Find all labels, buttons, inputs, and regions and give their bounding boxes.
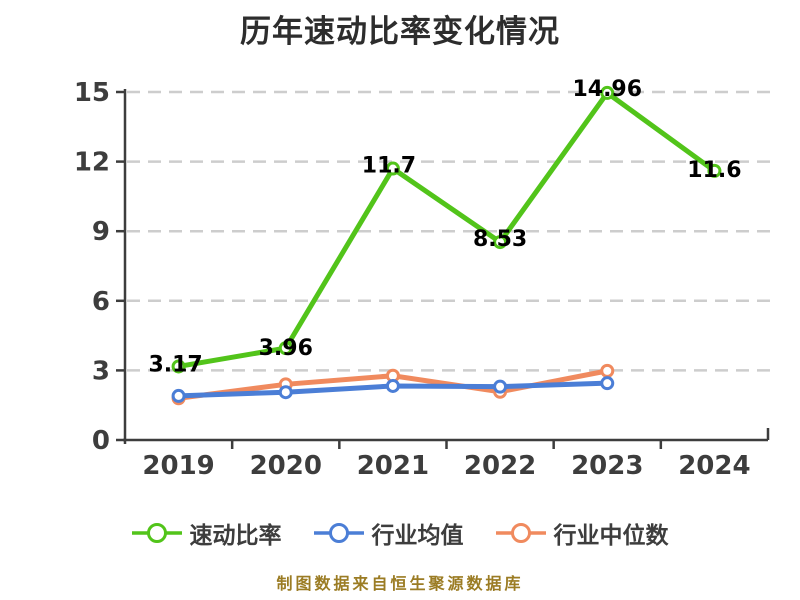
y-tick-label: 0: [92, 426, 110, 456]
source-caption: 制图数据来自恒生聚源数据库: [276, 574, 524, 593]
data-point: [278, 385, 293, 400]
y-tick-label: 3: [92, 356, 110, 386]
legend-item-2[interactable]: 行业中位数: [495, 516, 669, 550]
x-tick-label: 2021: [357, 451, 429, 481]
y-tick-label: 9: [92, 217, 110, 247]
data-point: [707, 163, 722, 178]
series-1: [171, 376, 615, 403]
data-label: 11.6: [687, 158, 741, 183]
chart-title: 历年速动比率变化情况: [240, 14, 560, 50]
y-tick-label: 6: [92, 287, 110, 317]
series-0: [171, 85, 722, 374]
y-axis-labels: 0 3 6 9 12 15: [74, 78, 110, 456]
data-point: [600, 376, 615, 391]
x-axis-labels: 2019 2020 2021 2022 2023 2024: [142, 451, 750, 481]
data-label: 3.17: [148, 352, 202, 377]
legend-marker-icon: [131, 523, 182, 543]
data-label: 14.96: [572, 77, 642, 102]
data-point: [278, 341, 293, 356]
y-tick-label: 15: [74, 78, 110, 108]
legend-item-0[interactable]: 速动比率: [131, 516, 282, 550]
legend-label: 速动比率: [189, 523, 282, 549]
data-point: [600, 85, 615, 100]
legend-item-1[interactable]: 行业均值: [313, 516, 464, 550]
series-0-labels: 3.17 3.96 11.7 8.53 14.96 11.6: [148, 77, 741, 378]
y-tick-label: 12: [74, 148, 110, 178]
data-point: [493, 235, 508, 250]
x-tick-label: 2023: [571, 451, 643, 481]
data-point: [171, 388, 186, 403]
data-label: 3.96: [259, 336, 313, 361]
data-point: [171, 359, 186, 374]
x-tick-label: 2022: [464, 451, 536, 481]
legend-label: 行业均值: [371, 523, 464, 549]
legend-marker-icon: [495, 523, 546, 543]
x-tick-label: 2024: [678, 451, 750, 481]
legend-marker-icon: [313, 523, 364, 543]
data-point: [600, 363, 615, 378]
legend-label: 行业中位数: [553, 523, 669, 549]
x-tick-label: 2019: [142, 451, 214, 481]
data-label: 11.7: [362, 154, 416, 179]
axes: [116, 89, 770, 449]
legend: 速动比率 行业均值 行业中位数: [0, 516, 800, 550]
data-point: [385, 378, 400, 393]
data-point: [493, 379, 508, 394]
data-label: 8.53: [473, 227, 527, 252]
x-tick-label: 2020: [250, 451, 322, 481]
data-point: [385, 161, 400, 176]
gridlines: [127, 90, 773, 372]
